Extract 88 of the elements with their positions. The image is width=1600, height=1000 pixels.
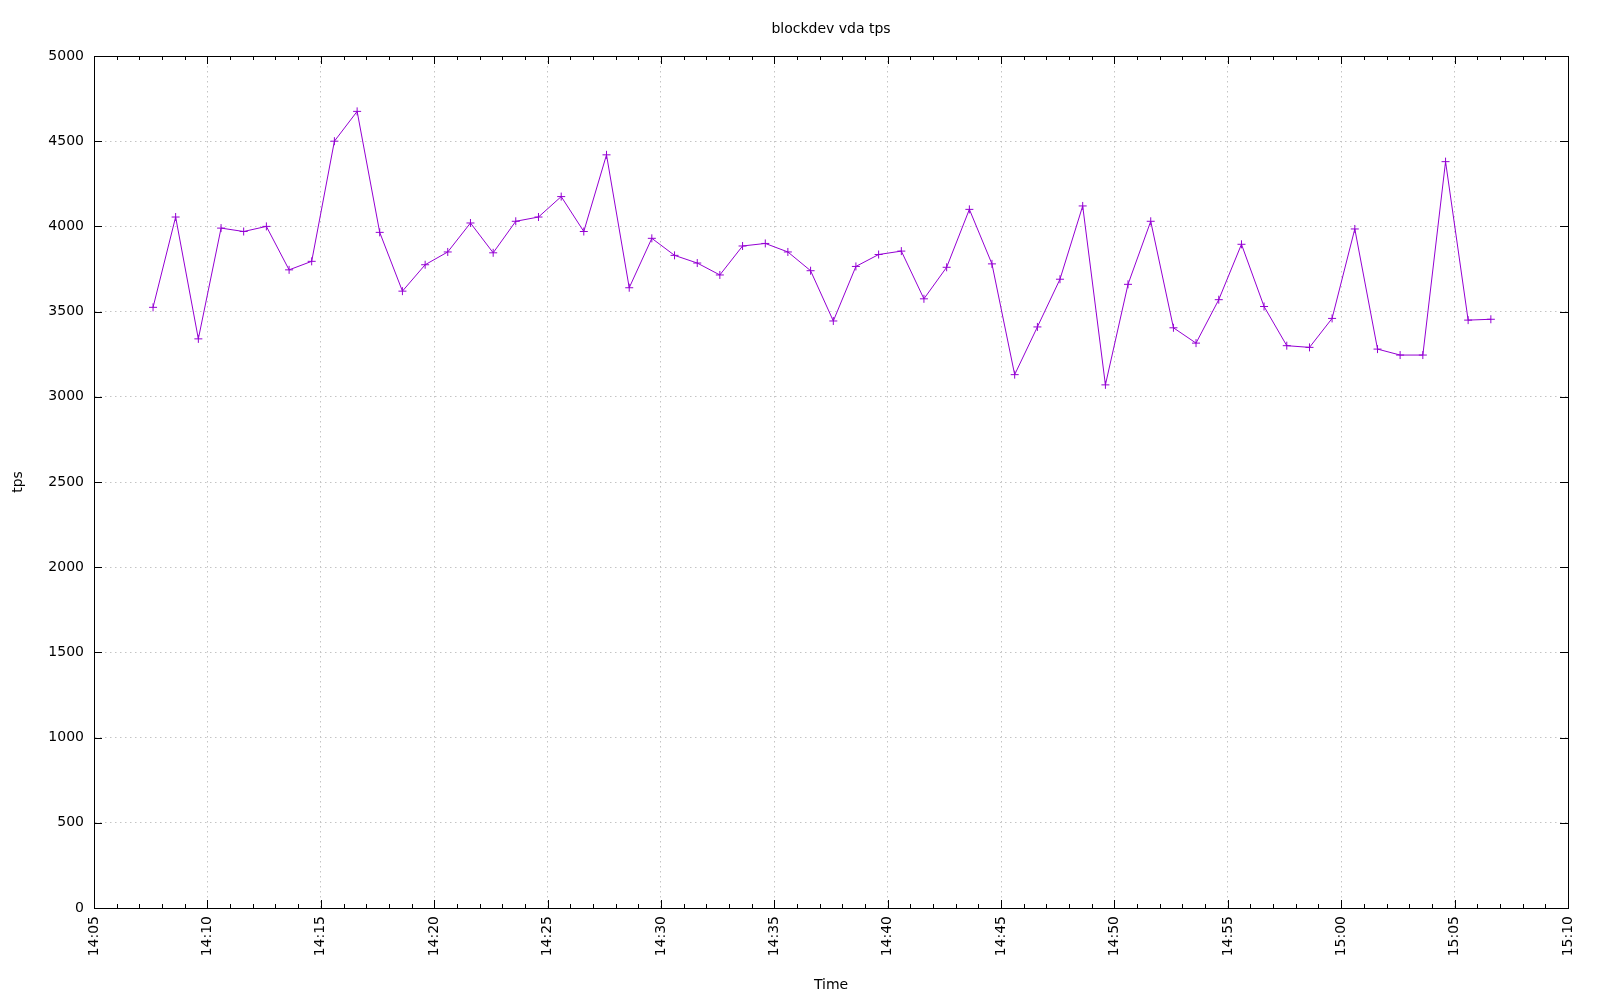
x-tick-label: 14:10 <box>198 916 215 957</box>
point <box>1259 301 1269 311</box>
point <box>329 136 339 146</box>
point <box>919 294 929 304</box>
point <box>692 258 702 268</box>
point <box>1123 279 1133 289</box>
point <box>307 256 317 266</box>
point <box>715 270 725 280</box>
point <box>148 302 158 312</box>
x-tick-label: 14:05 <box>84 916 101 957</box>
point <box>1010 370 1020 380</box>
point <box>239 227 249 237</box>
point <box>1282 341 1292 351</box>
point <box>1146 216 1156 226</box>
point <box>171 212 181 222</box>
point <box>397 286 407 296</box>
point <box>624 283 634 293</box>
point <box>1055 274 1065 284</box>
point <box>738 241 748 251</box>
y-tick-label: 4500 <box>48 131 84 148</box>
point <box>193 334 203 344</box>
point <box>964 204 974 214</box>
point <box>1100 380 1110 390</box>
x-tick-label: 14:20 <box>424 916 441 957</box>
point <box>533 212 543 222</box>
y-tick-label: 1000 <box>48 728 84 745</box>
point <box>602 150 612 160</box>
x-tick-label: 14:15 <box>311 916 328 957</box>
x-tick-label: 14:50 <box>1105 916 1122 957</box>
point <box>488 248 498 258</box>
y-tick-label: 2500 <box>48 472 84 489</box>
point <box>1373 344 1383 354</box>
y-axis-title: tps <box>9 471 26 493</box>
chart-title: blockdev vda tps <box>771 19 891 36</box>
point <box>1395 350 1405 360</box>
point <box>1350 224 1360 234</box>
point <box>1032 322 1042 332</box>
x-tick-label: 15:05 <box>1445 916 1462 957</box>
x-tick-label: 15:10 <box>1558 916 1575 957</box>
point <box>216 223 226 233</box>
x-tick-label: 14:30 <box>651 916 668 957</box>
point <box>1214 295 1224 305</box>
point <box>896 246 906 256</box>
point <box>1463 315 1473 325</box>
point <box>420 260 430 270</box>
point <box>874 250 884 260</box>
point <box>783 247 793 257</box>
point <box>1418 350 1428 360</box>
point <box>511 216 521 226</box>
x-tick-label: 14:45 <box>991 916 1008 957</box>
x-tick-label: 14:55 <box>1218 916 1235 957</box>
point <box>579 227 589 237</box>
point <box>851 261 861 271</box>
point <box>1327 313 1337 323</box>
x-axis-title: Time <box>812 976 849 993</box>
point <box>1191 338 1201 348</box>
point <box>261 221 271 231</box>
point <box>760 238 770 248</box>
point <box>647 233 657 243</box>
point <box>828 316 838 326</box>
x-tick-label: 14:40 <box>878 916 895 957</box>
y-tick-label: 1500 <box>48 643 84 660</box>
y-tick-label: 500 <box>57 813 84 830</box>
point <box>375 227 385 237</box>
y-tick-label: 4000 <box>48 217 84 234</box>
point <box>443 247 453 257</box>
point <box>1305 342 1314 352</box>
y-tick-label: 3500 <box>48 302 84 319</box>
point <box>1236 239 1246 249</box>
y-tick-label: 5000 <box>48 46 84 63</box>
x-tick-label: 14:25 <box>538 916 555 957</box>
x-tick-label: 15:00 <box>1331 916 1348 957</box>
point <box>1441 157 1451 167</box>
y-tick-label: 0 <box>75 898 84 915</box>
point <box>284 265 294 275</box>
point <box>1078 201 1088 211</box>
point <box>1168 323 1178 333</box>
point <box>556 192 566 202</box>
point <box>942 262 952 272</box>
point <box>352 106 362 116</box>
point <box>465 218 475 228</box>
y-tick-label: 2000 <box>48 557 84 574</box>
point <box>987 259 997 269</box>
point <box>670 250 680 260</box>
point <box>1486 314 1496 324</box>
x-tick-label: 14:35 <box>764 916 781 957</box>
point <box>806 266 816 276</box>
y-tick-label: 3000 <box>48 387 84 404</box>
